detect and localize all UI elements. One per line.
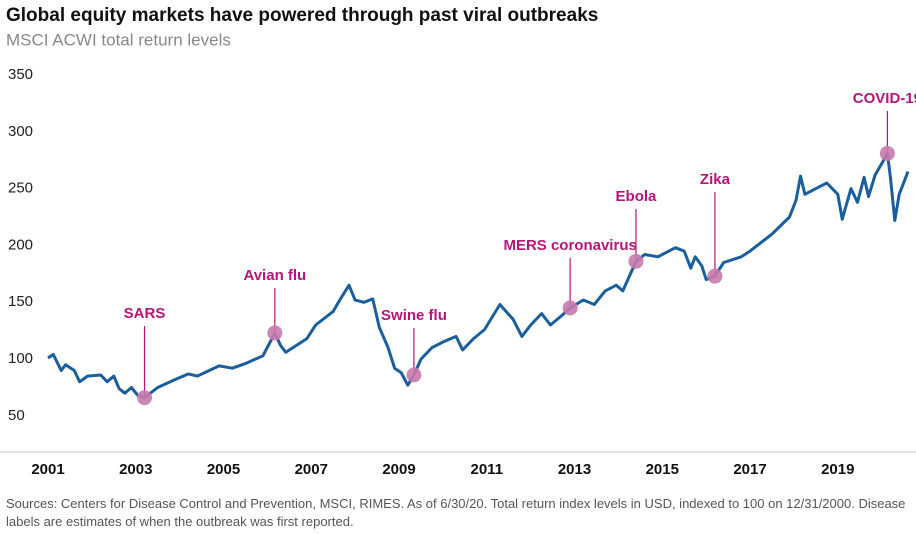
annotation-label: SARS xyxy=(124,305,166,322)
annotation-label: COVID-19 xyxy=(853,90,916,107)
x-tick-label: 2019 xyxy=(821,461,854,478)
y-tick-label: 300 xyxy=(8,123,33,140)
y-tick-label: 200 xyxy=(8,236,33,253)
source-note: Sources: Centers for Disease Control and… xyxy=(6,496,906,529)
x-tick-label: 2015 xyxy=(646,461,679,478)
chart-title: Global equity markets have powered throu… xyxy=(6,5,598,26)
chart-subtitle: MSCI ACWI total return levels xyxy=(6,30,231,49)
y-tick-label: 50 xyxy=(8,407,25,424)
annotation-label: Swine flu xyxy=(381,307,447,324)
x-tick-label: 2005 xyxy=(207,461,240,478)
annotation-label: MERS coronavirus xyxy=(503,237,636,254)
annotation-label: Ebola xyxy=(616,188,657,205)
x-tick-label: 2017 xyxy=(733,461,766,478)
annotation-marker xyxy=(879,145,895,161)
y-tick-label: 350 xyxy=(8,66,33,83)
y-tick-label: 100 xyxy=(8,350,33,367)
x-tick-label: 2001 xyxy=(31,461,64,478)
y-tick-label: 250 xyxy=(8,180,33,197)
x-tick-label: 2007 xyxy=(295,461,328,478)
annotation-marker xyxy=(707,268,723,284)
x-tick-label: 2011 xyxy=(471,461,504,478)
annotation-label: Avian flu xyxy=(243,267,306,284)
x-tick-label: 2013 xyxy=(558,461,591,478)
annotation-marker xyxy=(628,253,644,269)
annotation-marker xyxy=(267,325,283,341)
annotation-marker xyxy=(562,300,578,316)
y-tick-label: 150 xyxy=(8,293,33,310)
x-tick-label: 2003 xyxy=(119,461,152,478)
chart: Global equity markets have powered throu… xyxy=(0,5,916,478)
annotation-label: Zika xyxy=(700,171,731,188)
data-line xyxy=(47,151,910,400)
annotation-marker xyxy=(406,367,422,383)
x-tick-label: 2009 xyxy=(382,461,415,478)
annotation-marker xyxy=(137,390,153,406)
